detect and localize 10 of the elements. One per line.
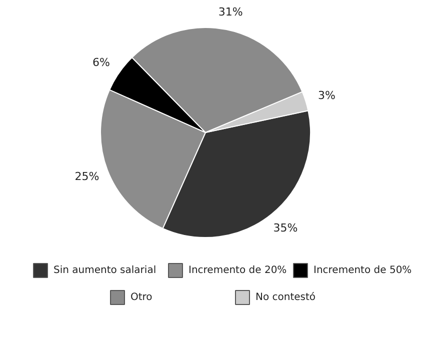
legend-label: Incremento de 20%: [188, 265, 287, 276]
legend-label: Otro: [130, 292, 152, 303]
legend-label: No contestó: [256, 292, 316, 303]
data-label: 35%: [273, 222, 298, 235]
legend-label: Incremento de 50%: [314, 265, 412, 276]
data-label: 6%: [92, 56, 110, 69]
data-label: 31%: [218, 5, 243, 18]
legend-label: Sin aumento salarial: [54, 265, 156, 276]
data-label: 25%: [74, 170, 100, 184]
data-label: 3%: [318, 89, 336, 102]
